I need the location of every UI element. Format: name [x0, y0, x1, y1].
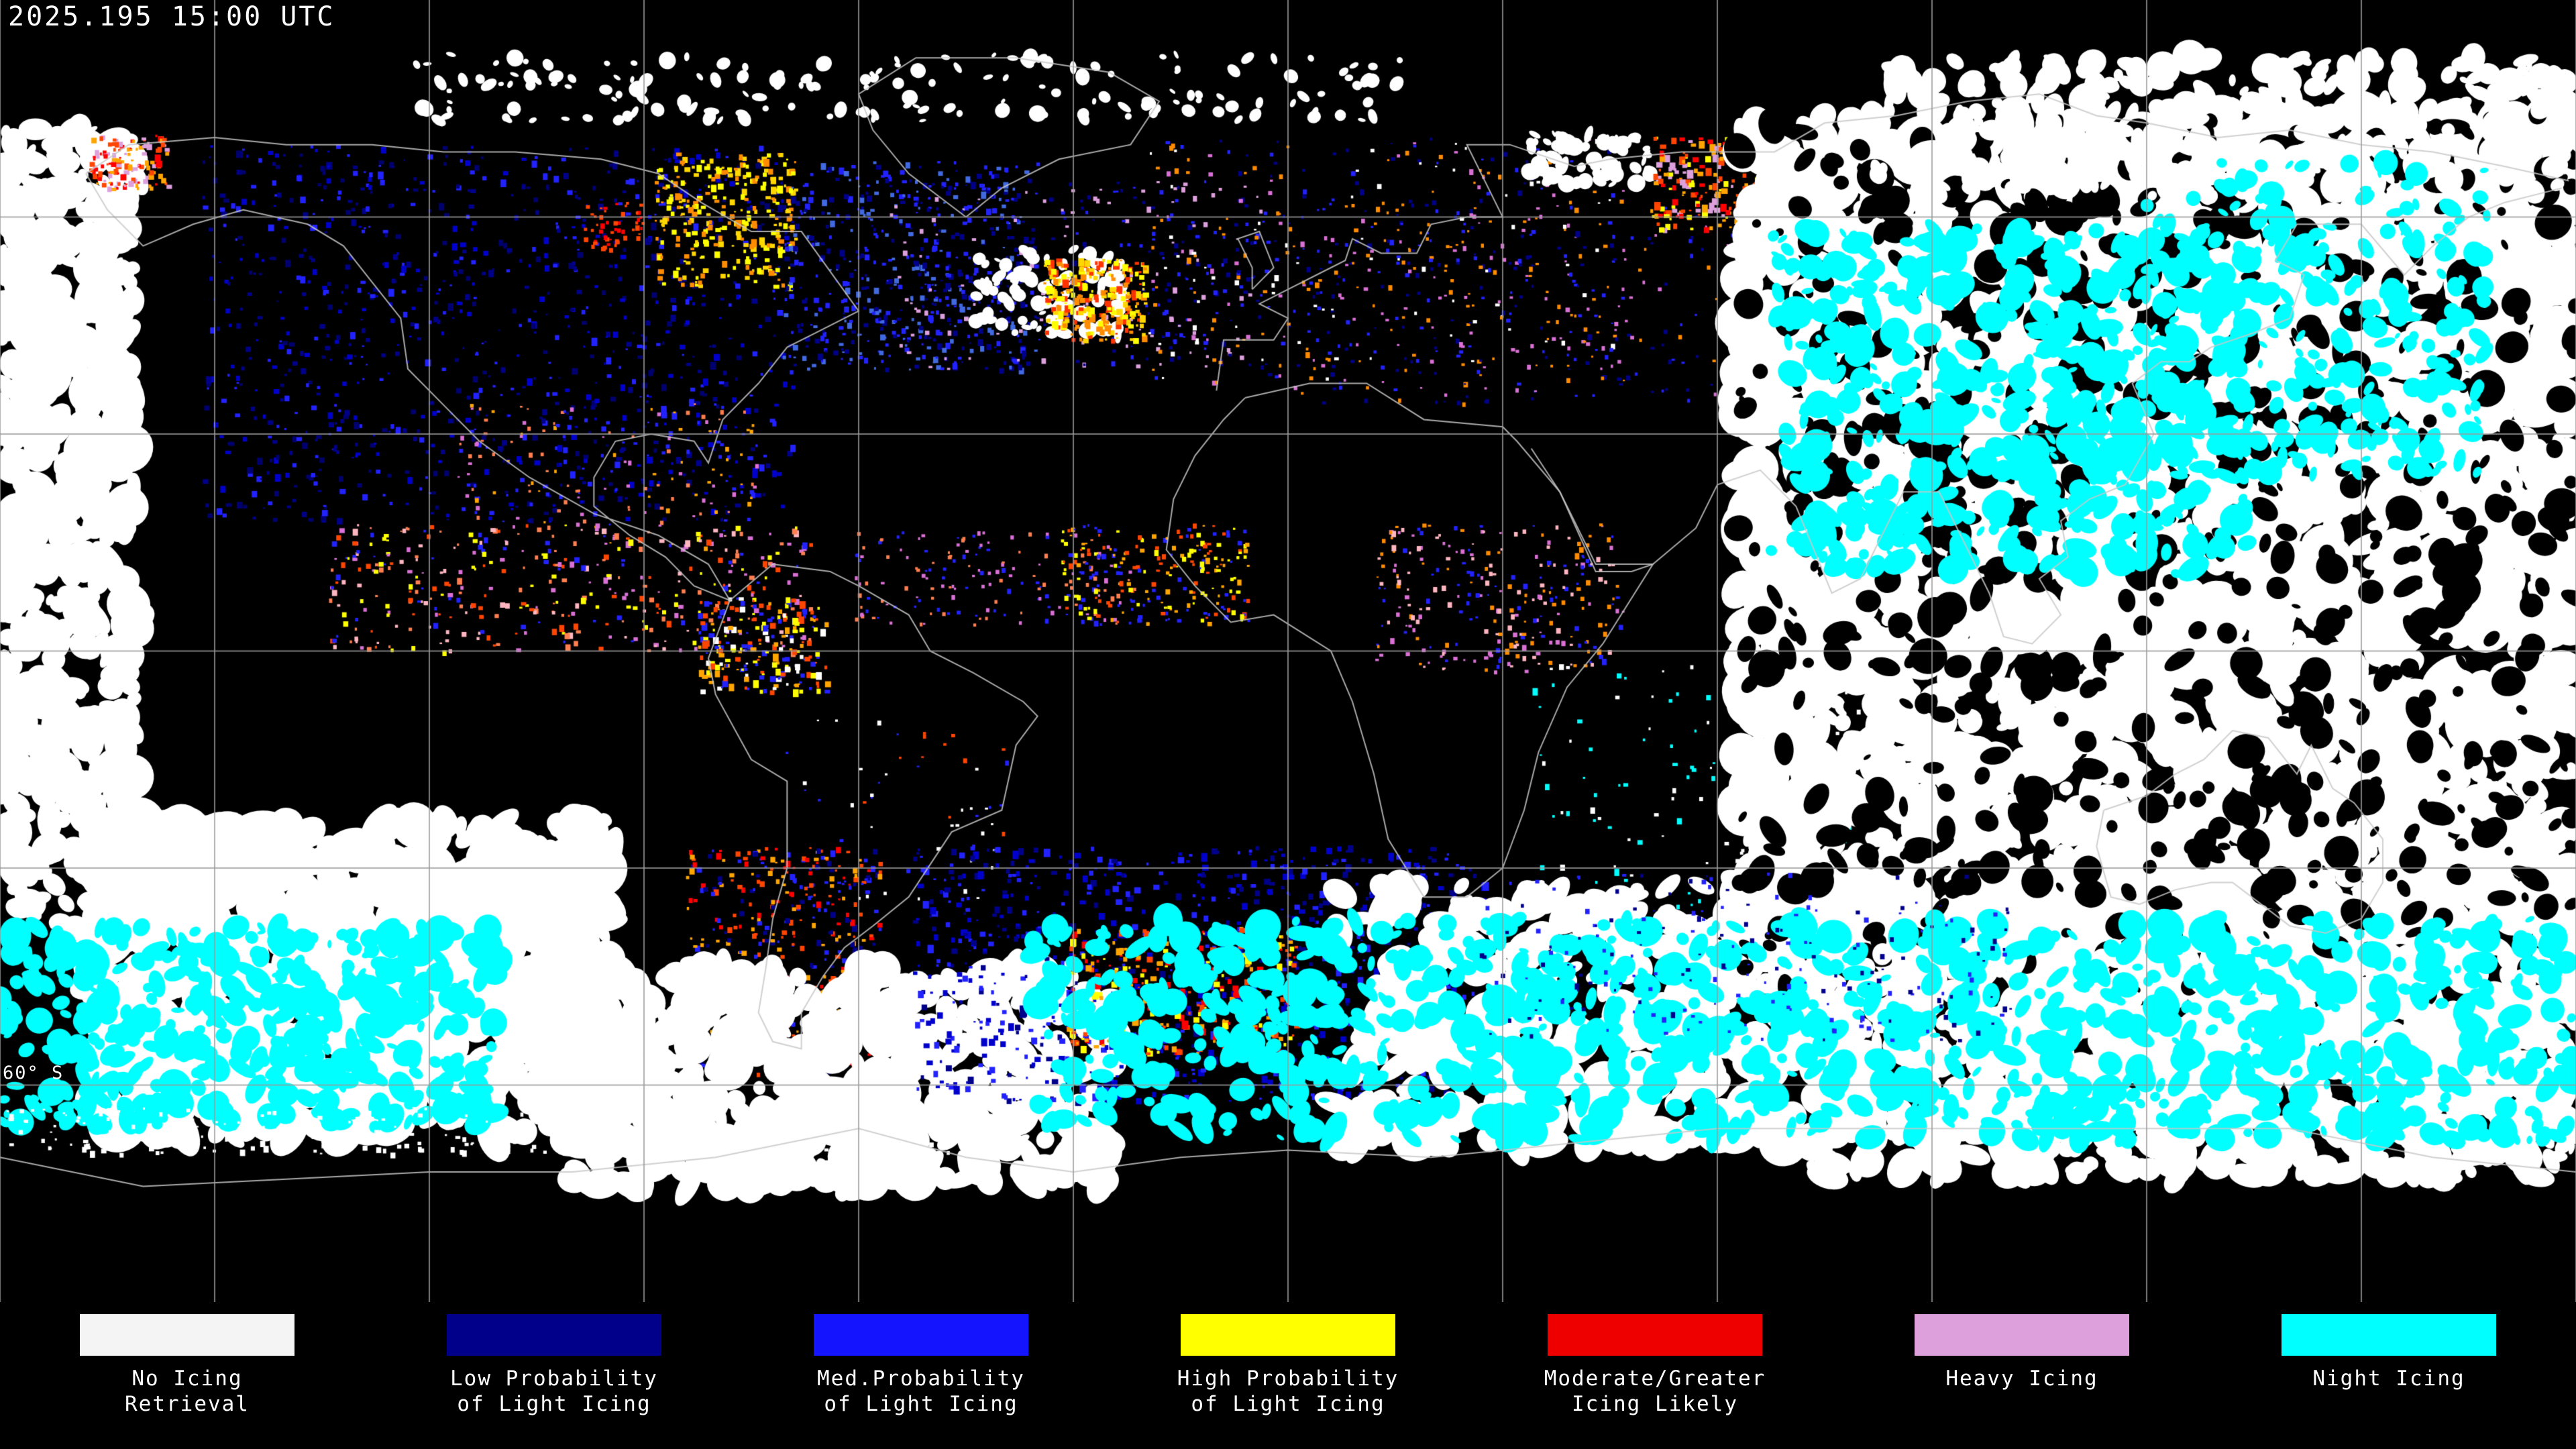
legend-label-heavy-icing: Heavy Icing — [1945, 1366, 2098, 1391]
legend-label-moderate-greater: Moderate/Greater Icing Likely — [1544, 1366, 1766, 1416]
latitude-label-60n: 60° N — [3, 194, 64, 215]
legend-bar: No Icing Retrieval Low Probability of Ligh… — [0, 1302, 2576, 1449]
legend-label-no-icing: No Icing Retrieval — [125, 1366, 250, 1416]
legend-item-high-probability: High Probability of Light Icing — [1105, 1314, 1471, 1449]
latitude-label-30s: 30° S — [3, 845, 64, 866]
legend-swatch-moderate-greater — [1548, 1314, 1762, 1356]
legend-item-med-probability: Med.Probability of Light Icing — [738, 1314, 1104, 1449]
legend-label-high-probability: High Probability of Light Icing — [1177, 1366, 1399, 1416]
legend-swatch-no-icing — [80, 1314, 294, 1356]
world-map-canvas — [0, 0, 2576, 1302]
latitude-label-0: 0° — [3, 628, 28, 649]
latitude-label-30n: 30° N — [3, 411, 64, 432]
legend-item-low-probability: Low Probability of Light Icing — [371, 1314, 737, 1449]
legend-swatch-heavy-icing — [1915, 1314, 2129, 1356]
legend-label-night-icing: Night Icing — [2312, 1366, 2465, 1391]
legend-swatch-high-probability — [1181, 1314, 1395, 1356]
legend-label-med-probability: Med.Probability of Light Icing — [817, 1366, 1025, 1416]
legend-swatch-med-probability — [814, 1314, 1028, 1356]
legend-item-moderate-greater: Moderate/Greater Icing Likely — [1472, 1314, 1838, 1449]
legend-label-low-probability: Low Probability of Light Icing — [450, 1366, 658, 1416]
legend-item-no-icing: No Icing Retrieval — [4, 1314, 370, 1449]
legend-swatch-night-icing — [2282, 1314, 2496, 1356]
latitude-label-60s: 60° S — [3, 1062, 64, 1083]
global-icing-map: 2025.195 15:00 UTC 60° N 30° N 0° 30° S … — [0, 0, 2576, 1302]
legend-item-heavy-icing: Heavy Icing — [1839, 1314, 2205, 1449]
legend-item-night-icing: Night Icing — [2206, 1314, 2572, 1449]
legend-swatch-low-probability — [447, 1314, 661, 1356]
timestamp: 2025.195 15:00 UTC — [8, 1, 335, 32]
